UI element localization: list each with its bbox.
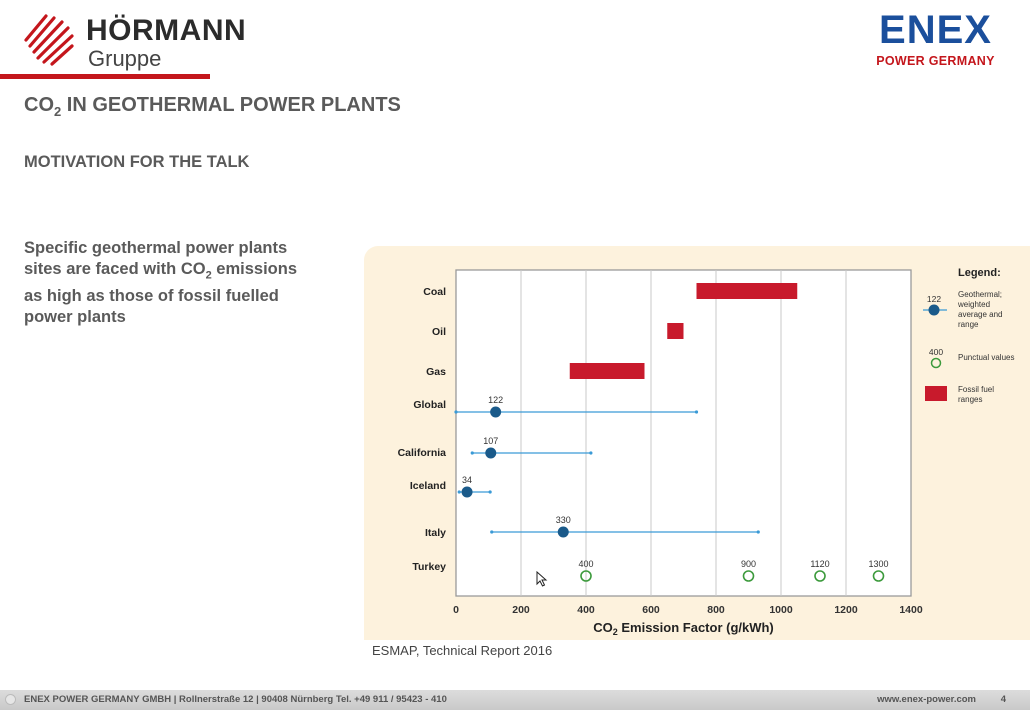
mouse-cursor-icon xyxy=(536,571,548,587)
fossil-range-bar-coal xyxy=(696,283,798,299)
punctual-value-label: 1120 xyxy=(810,559,829,569)
legend-geothermal-label: weighted xyxy=(957,300,990,309)
range-end-min xyxy=(490,530,494,534)
legend-geothermal-dot xyxy=(928,304,940,316)
category-label-california: California xyxy=(398,447,447,459)
hoermann-logo-mark-icon xyxy=(24,14,74,66)
geothermal-point-california xyxy=(485,447,497,459)
range-end-min xyxy=(470,451,474,455)
category-label-italy: Italy xyxy=(425,527,446,539)
category-label-iceland: Iceland xyxy=(410,480,446,492)
range-end-max xyxy=(756,530,760,534)
legend-title: Legend: xyxy=(958,267,1001,279)
body-line-4: power plants xyxy=(24,308,126,327)
x-tick-label: 1000 xyxy=(769,604,793,616)
x-axis-label: CO2 Emission Factor (g/kWh) xyxy=(593,620,774,637)
geothermal-value-label: 122 xyxy=(488,395,503,405)
footer-website[interactable]: www.enex-power.com xyxy=(877,694,976,705)
footer-page-number: 4 xyxy=(1000,694,1006,705)
hoermann-sub-text: Gruppe xyxy=(88,46,162,71)
range-end-max xyxy=(589,451,593,455)
x-tick-label: 0 xyxy=(453,604,459,616)
plot-area xyxy=(455,269,912,597)
category-label-coal: Coal xyxy=(423,286,446,298)
punctual-point xyxy=(742,570,755,582)
header-red-rule xyxy=(0,74,210,79)
fossil-range-bar-oil xyxy=(667,323,684,339)
range-end-min xyxy=(457,490,461,494)
x-tick-label: 400 xyxy=(577,604,595,616)
legend-geothermal-label: range xyxy=(958,320,979,329)
legend-punctual-value: 400 xyxy=(929,347,943,357)
geothermal-point-italy xyxy=(557,526,569,538)
geothermal-point-iceland xyxy=(461,486,473,498)
x-tick-label: 200 xyxy=(512,604,530,616)
punctual-point xyxy=(580,570,592,582)
category-label-gas: Gas xyxy=(426,366,446,378)
footer-circle-icon xyxy=(5,694,16,705)
x-tick-label: 1200 xyxy=(834,604,858,616)
enex-brand-text: ENEX xyxy=(879,8,992,52)
legend-punctual-circle xyxy=(930,357,942,369)
emission-chart: 0 200 400 600 800 1000 1200 1400 CO2 Emission Fa… xyxy=(398,267,1015,637)
geothermal-value-label: 34 xyxy=(462,475,472,485)
body-line-2b: emissions xyxy=(211,260,297,278)
x-tick-label: 600 xyxy=(642,604,660,616)
enex-sub-text: POWER GERMANY xyxy=(876,54,995,68)
body-line-2a: sites are faced with CO xyxy=(24,260,206,278)
slide-subtitle: MOTIVATION FOR THE TALK xyxy=(24,153,250,171)
range-end-min xyxy=(454,410,458,414)
legend-geothermal-label: Geothermal; xyxy=(958,290,1002,299)
slide-title: CO2 IN GEOTHERMAL POWER PLANTS xyxy=(24,94,401,119)
footer-address: ENEX POWER GERMANY GMBH | Rollnerstraße … xyxy=(24,694,447,705)
punctual-value-label: 1300 xyxy=(868,559,888,569)
x-tick-label: 1400 xyxy=(899,604,923,616)
footer-bar: ENEX POWER GERMANY GMBH | Rollnerstraße … xyxy=(0,690,1030,710)
x-tick-label: 800 xyxy=(707,604,725,616)
enex-logo: ENEX POWER GERMANY xyxy=(863,8,1008,72)
body-line-3: as high as those of fossil fuelled xyxy=(24,287,279,306)
chart-source: ESMAP, Technical Report 2016 xyxy=(372,643,553,658)
category-label-oil: Oil xyxy=(432,326,446,338)
title-co: CO xyxy=(24,94,54,116)
body-line-2: sites are faced with CO2 emissions xyxy=(24,259,354,286)
range-end-max xyxy=(694,410,699,414)
legend-geothermal-label: average and xyxy=(958,310,1002,319)
body-text: Specific geothermal power plants sites a… xyxy=(24,238,354,328)
category-label-turkey: Turkey xyxy=(412,561,446,573)
legend-geothermal-value: 122 xyxy=(927,294,941,304)
category-label-global: Global xyxy=(413,399,446,411)
legend-fossil-swatch xyxy=(925,386,947,401)
body-line-1: Specific geothermal power plants xyxy=(24,239,288,257)
legend-punctual-label: Punctual values xyxy=(958,353,1014,362)
hoermann-logo: HÖRMANN Gruppe xyxy=(20,10,260,71)
hoermann-brand-text: HÖRMANN xyxy=(86,14,247,47)
geothermal-value-label: 330 xyxy=(556,515,571,525)
punctual-point xyxy=(872,570,885,582)
punctual-point xyxy=(814,570,826,582)
title-rest: IN GEOTHERMAL POWER PLANTS xyxy=(61,94,401,116)
geothermal-point-global xyxy=(490,406,502,418)
fossil-range-bar-gas xyxy=(569,363,645,379)
range-end-max xyxy=(488,490,492,494)
body-line-2-subscript: 2 xyxy=(205,269,212,282)
title-subscript: 2 xyxy=(54,104,62,119)
chart-panel: 0 200 400 600 800 1000 1200 1400 CO2 Emission Fa… xyxy=(364,246,1030,640)
legend-fossil-label: Fossil fuel xyxy=(958,385,994,394)
punctual-value-label: 900 xyxy=(741,559,756,569)
legend-fossil-label: ranges xyxy=(958,395,982,404)
punctual-value-label: 400 xyxy=(578,559,593,569)
geothermal-value-label: 107 xyxy=(483,436,498,446)
